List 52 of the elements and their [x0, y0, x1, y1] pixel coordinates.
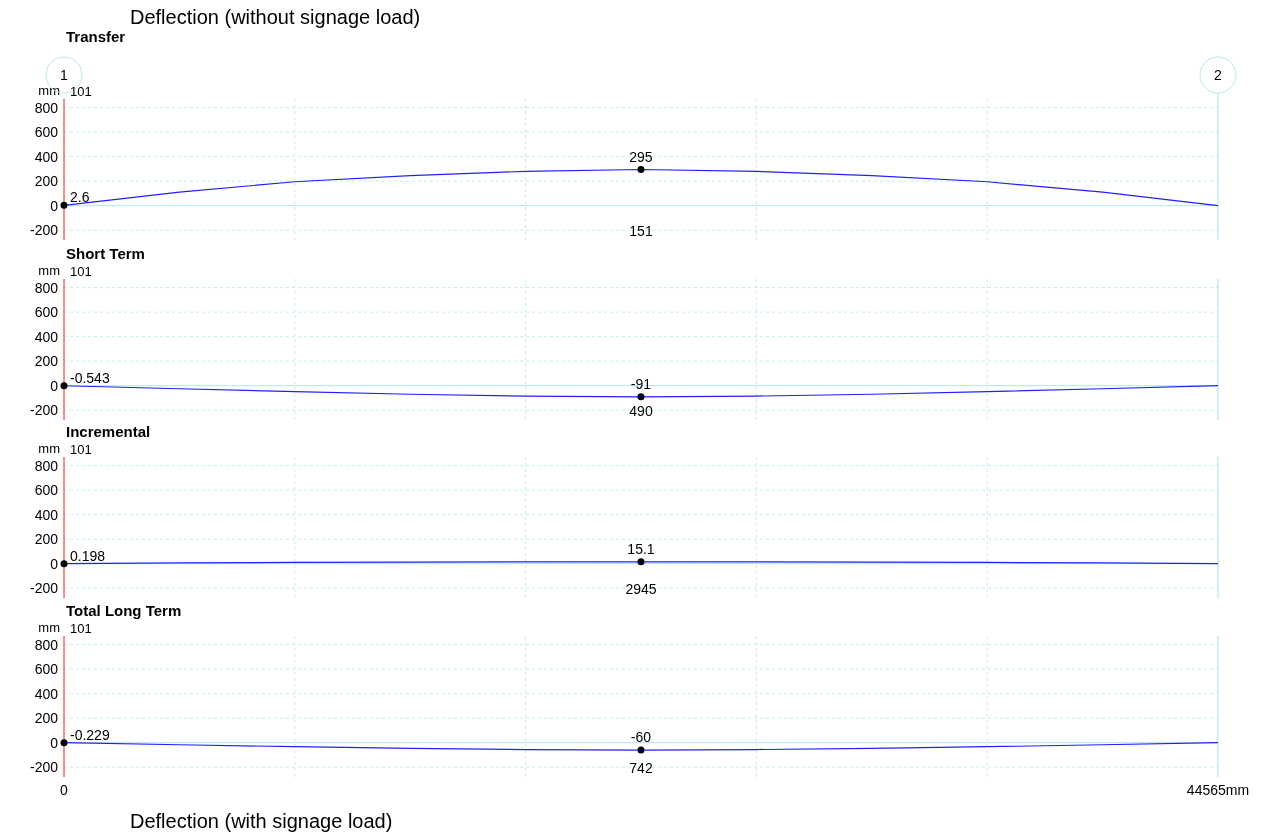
y-tick-label: -200: [29, 402, 59, 419]
y-tick-label: 200: [34, 710, 59, 727]
chart-title: Transfer: [66, 28, 126, 45]
y-tick-label: 600: [34, 304, 59, 321]
y-axis-title: mm: [38, 83, 60, 98]
y-axis-title: mm: [38, 263, 60, 278]
y-tick-label: 800: [34, 99, 59, 116]
text: Deflection (with signage load): [130, 810, 393, 832]
y-tick-label: 600: [34, 124, 59, 141]
y-tick-label: 0: [50, 197, 59, 214]
y-tick-label: 800: [34, 457, 59, 474]
y-tick-label: 400: [34, 685, 59, 702]
y-tick-label: -200: [29, 222, 59, 239]
chart-title: Incremental: [66, 423, 151, 440]
numbered-circle: 2: [1199, 56, 1237, 94]
chart-title: Short Term: [66, 245, 145, 262]
y-tick-label: 800: [34, 636, 59, 653]
y-axis-title: mm: [38, 620, 60, 635]
annotation: 151: [629, 223, 653, 239]
data-label: 295: [629, 148, 653, 165]
data-label: -0.543: [70, 369, 110, 386]
y-tick-label: -200: [29, 759, 59, 776]
y-axis-title: mm: [38, 441, 60, 456]
data-label: 0.198: [70, 547, 106, 564]
annotation: 742: [629, 760, 653, 776]
y-tick-label: 400: [34, 148, 59, 165]
y-tick-label: 800: [34, 279, 59, 296]
y-tick-label: 0: [50, 377, 59, 394]
annotation: 101: [70, 621, 92, 636]
y-tick-label: -200: [29, 580, 59, 597]
y-tick-label: 400: [34, 328, 59, 345]
data-label: 15.1: [627, 540, 655, 557]
annotation: 101: [70, 84, 92, 99]
annotation: 2945: [625, 581, 657, 597]
y-tick-label: 600: [34, 661, 59, 678]
data-label: -60: [630, 729, 652, 746]
y-tick-label: 0: [50, 734, 59, 751]
y-tick-label: 200: [34, 173, 59, 190]
text: Deflection (without signage load): [130, 6, 421, 28]
y-tick-label: 400: [34, 506, 59, 523]
annotation: 101: [70, 264, 92, 279]
x-tick-label: 44565mm: [1186, 782, 1250, 798]
chart-title: Total Long Term: [66, 602, 182, 619]
y-tick-label: 200: [34, 353, 59, 370]
data-label: -0.229: [70, 726, 110, 743]
data-label: -91: [630, 375, 652, 392]
y-tick-label: 600: [34, 482, 59, 499]
y-tick-label: 0: [50, 555, 59, 572]
data-label: 2.6: [70, 189, 90, 206]
annotation: 101: [70, 442, 92, 457]
annotation: 490: [629, 403, 653, 419]
y-tick-label: 200: [34, 531, 59, 548]
